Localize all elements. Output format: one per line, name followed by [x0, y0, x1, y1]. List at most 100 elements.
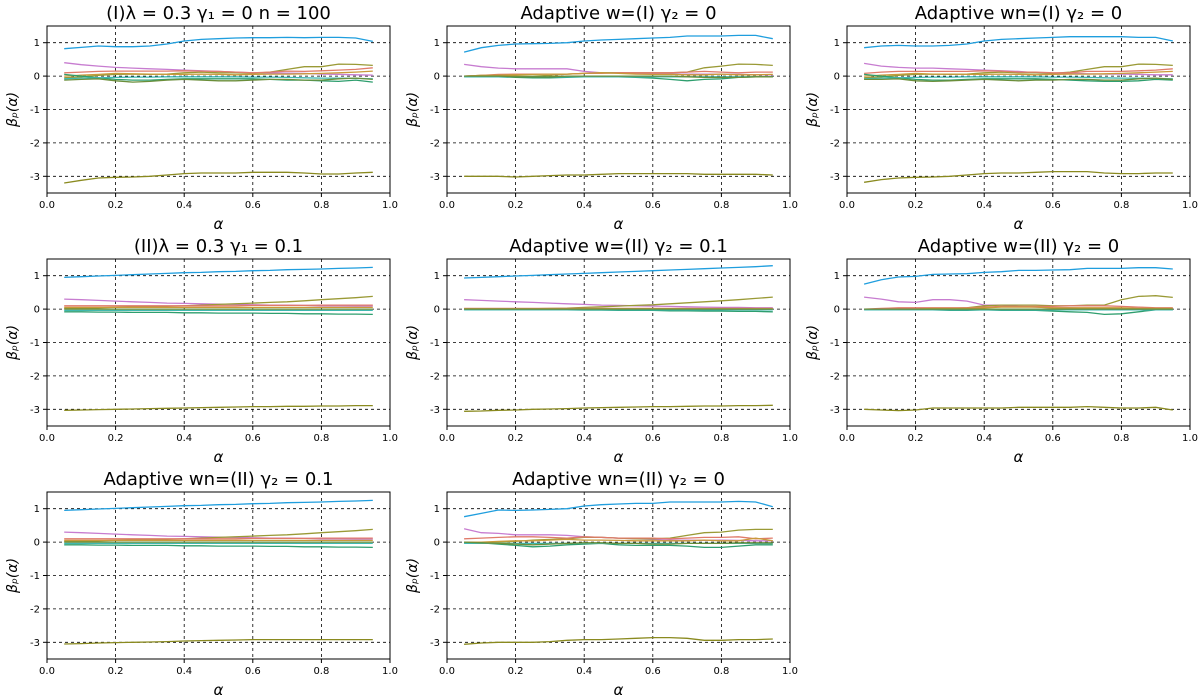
subplot-4: (II)λ = 0.3 γ₁ = 0.1 0.0 0.2 0.4 0.6 0.8 1.0 -3… [5, 236, 398, 466]
y-tick-label: 0 [434, 538, 440, 549]
x-tick-label: 0.0 [39, 666, 55, 677]
x-tick-label: 0.6 [245, 666, 261, 677]
y-tick-label: -1 [30, 338, 40, 349]
y-tick-label: 1 [834, 271, 840, 282]
x-tick-label: 0.2 [908, 200, 924, 211]
series-line-6 [64, 311, 373, 316]
x-axis-label: α [1014, 448, 1024, 466]
subplot-3: Adaptive wn=(I) γ₂ = 0 0.0 0.2 0.4 0.6 0.8 1.0… [805, 3, 1198, 233]
x-tick-label: 0.2 [908, 433, 924, 444]
series-line-9 [64, 171, 373, 184]
y-tick-label: -3 [430, 405, 440, 416]
subplot-title: Adaptive wn=(II) γ₂ = 0 [512, 469, 725, 490]
y-tick-label: 1 [34, 504, 40, 515]
y-tick-label: -1 [430, 105, 440, 116]
series-line-4 [64, 67, 373, 74]
x-tick-label: 1.0 [382, 200, 398, 211]
x-axis-label: α [614, 681, 624, 699]
x-tick-label: 1.0 [782, 666, 798, 677]
x-tick-label: 0.0 [439, 200, 455, 211]
y-tick-label: -3 [430, 172, 440, 183]
y-tick-label: -1 [430, 338, 440, 349]
subplot-2: Adaptive w=(I) γ₂ = 0 0.0 0.2 0.4 0.6 0.8 1.0 -… [405, 3, 798, 233]
x-tick-label: 0.6 [645, 200, 661, 211]
y-tick-label: -2 [30, 371, 40, 382]
x-tick-label: 1.0 [1182, 433, 1198, 444]
x-tick-label: 0.2 [108, 200, 124, 211]
subplot-8: Adaptive wn=(II) γ₂ = 0 0.0 0.2 0.4 0.6 0.8 1.… [405, 469, 798, 699]
series-line-1 [64, 499, 373, 512]
y-tick-label: -1 [830, 338, 840, 349]
y-tick-label: -1 [830, 105, 840, 116]
x-tick-label: 0.6 [245, 200, 261, 211]
y-tick-label: -2 [30, 604, 40, 615]
series-line-3 [64, 528, 373, 543]
series-line-8 [864, 77, 1173, 83]
series-line-5 [864, 70, 1173, 77]
x-tick-label: 0.8 [313, 433, 329, 444]
x-tick-label: 0.8 [713, 666, 729, 677]
subplot-5: Adaptive w=(II) γ₂ = 0.1 0.0 0.2 0.4 0.6 0.8 1… [405, 236, 798, 466]
x-tick-label: 0.4 [976, 200, 992, 211]
subplot-title: (I)λ = 0.3 γ₁ = 0 n = 100 [106, 3, 331, 24]
x-tick-label: 0.6 [645, 433, 661, 444]
x-tick-label: 0.4 [176, 433, 192, 444]
x-tick-label: 0.0 [439, 433, 455, 444]
y-axis-label: βₚ(α) [805, 325, 821, 361]
x-tick-label: 1.0 [782, 200, 798, 211]
x-axis-label: α [214, 215, 224, 233]
y-tick-label: -1 [430, 571, 440, 582]
y-tick-label: 1 [34, 271, 40, 282]
x-tick-label: 0.4 [176, 666, 192, 677]
x-tick-label: 0.8 [713, 200, 729, 211]
x-tick-label: 0.6 [245, 433, 261, 444]
x-tick-label: 0.8 [313, 200, 329, 211]
subplot-6: Adaptive w=(II) γ₂ = 0 0.0 0.2 0.4 0.6 0.8 1.0… [805, 236, 1198, 466]
series-line-6 [64, 544, 373, 549]
subplot-title: Adaptive w=(II) γ₂ = 0 [918, 236, 1119, 257]
y-axis-label: βₚ(α) [5, 92, 21, 128]
series-line-8 [464, 541, 773, 546]
y-tick-label: 1 [434, 271, 440, 282]
subplot-title: Adaptive wn=(II) γ₂ = 0.1 [103, 469, 333, 490]
x-tick-label: 0.0 [839, 200, 855, 211]
series-line-4 [864, 305, 1173, 310]
x-tick-label: 0.6 [645, 666, 661, 677]
series-line-1 [463, 500, 773, 518]
plot-frame [846, 258, 1191, 427]
y-tick-label: 0 [34, 72, 40, 83]
plot-frame [446, 258, 791, 427]
subplot-title: Adaptive w=(II) γ₂ = 0.1 [509, 236, 728, 257]
x-axis-label: α [214, 448, 224, 466]
series-line-4 [64, 304, 373, 307]
y-axis-label: βₚ(α) [405, 92, 421, 128]
series-line-1 [864, 36, 1173, 49]
plot-frame [446, 491, 791, 660]
series-line-9 [464, 172, 773, 178]
plot-frame [446, 25, 791, 194]
subplot-7: Adaptive wn=(II) γ₂ = 0.1 0.0 0.2 0.4 0.6 0.8… [5, 469, 398, 699]
series-line-2 [463, 528, 773, 542]
y-tick-label: 0 [434, 305, 440, 316]
x-axis-label: α [1014, 215, 1024, 233]
y-axis-label: βₚ(α) [805, 92, 821, 128]
series-line-9 [64, 404, 373, 411]
series-line-5 [464, 537, 773, 543]
x-tick-label: 0.4 [576, 433, 592, 444]
series-line-9 [864, 405, 1173, 412]
series-line-9 [64, 638, 373, 645]
series-line-6 [64, 73, 373, 83]
x-tick-label: 0.8 [1113, 433, 1129, 444]
y-tick-label: 1 [834, 38, 840, 49]
x-axis-label: α [614, 448, 624, 466]
series-line-3 [864, 63, 1173, 79]
y-tick-label: -1 [30, 571, 40, 582]
y-tick-label: 0 [834, 72, 840, 83]
y-tick-label: 1 [34, 38, 40, 49]
series-line-1 [64, 266, 373, 279]
series-line-1 [863, 267, 1173, 285]
plot-frame [46, 25, 391, 194]
y-axis-label: βₚ(α) [5, 558, 21, 594]
series-line-4 [464, 536, 773, 540]
y-tick-label: -2 [830, 138, 840, 149]
